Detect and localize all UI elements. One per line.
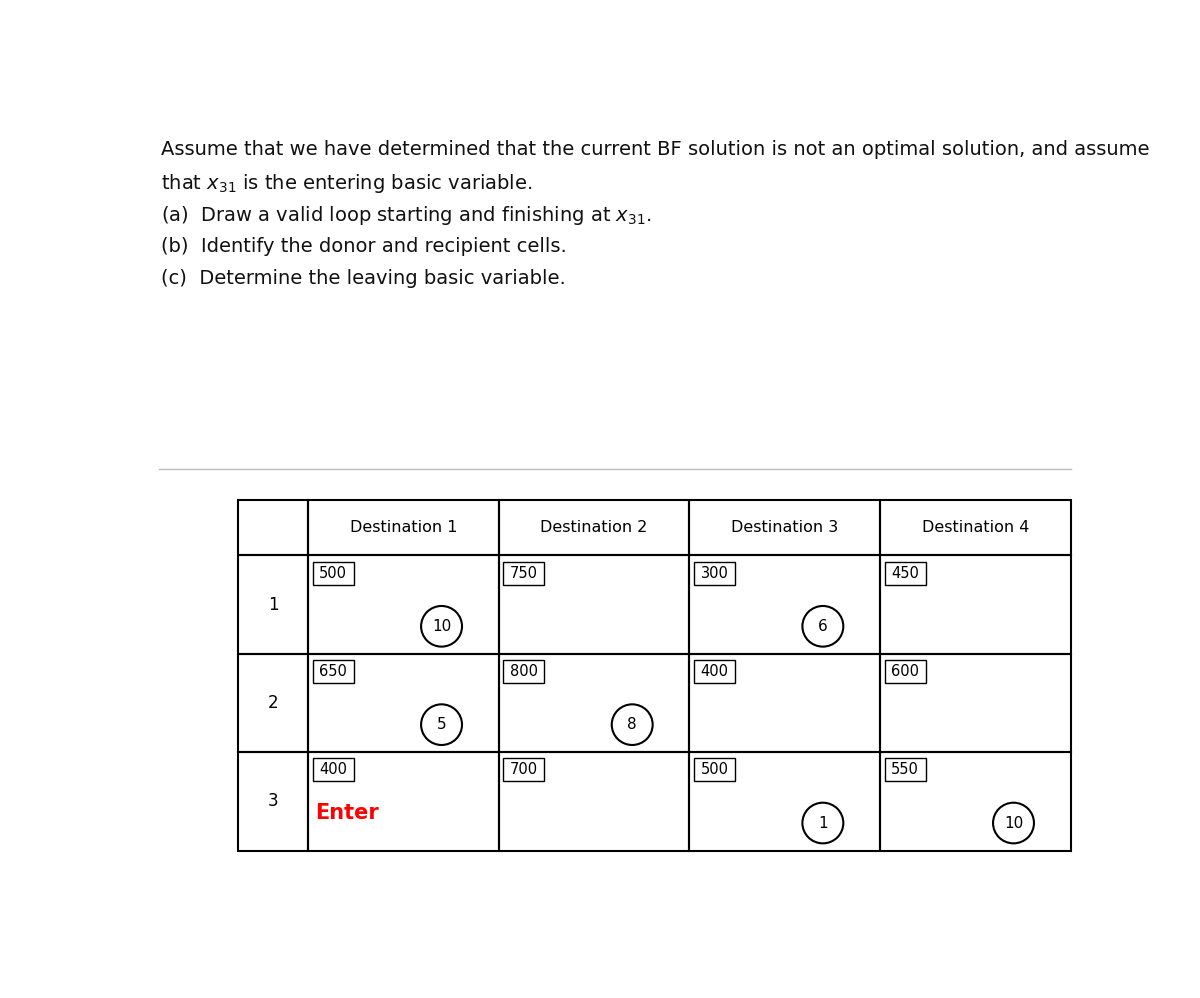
Text: 2: 2 xyxy=(268,694,278,712)
Text: (c)  Determine the leaving basic variable.: (c) Determine the leaving basic variable… xyxy=(161,268,566,287)
Text: Assume that we have determined that the current BF solution is not an optimal so: Assume that we have determined that the … xyxy=(161,140,1150,159)
Bar xyxy=(504,660,545,683)
Text: (b)  Identify the donor and recipient cells.: (b) Identify the donor and recipient cel… xyxy=(161,237,566,255)
Bar xyxy=(880,654,1070,752)
Text: 1: 1 xyxy=(818,815,828,830)
Text: 400: 400 xyxy=(701,664,728,679)
Bar xyxy=(884,562,925,585)
Bar xyxy=(880,500,1070,556)
Text: 10: 10 xyxy=(432,619,451,634)
Bar xyxy=(239,752,308,850)
Bar xyxy=(313,562,354,585)
Text: 500: 500 xyxy=(319,566,347,581)
Text: Destination 4: Destination 4 xyxy=(922,520,1030,535)
Text: 1: 1 xyxy=(268,596,278,614)
Text: 450: 450 xyxy=(892,566,919,581)
Bar xyxy=(239,500,308,556)
Bar xyxy=(694,758,734,781)
Bar xyxy=(504,562,545,585)
Bar xyxy=(499,654,689,752)
Text: 8: 8 xyxy=(628,718,637,733)
Bar xyxy=(499,556,689,654)
Bar xyxy=(499,752,689,850)
Bar xyxy=(884,660,925,683)
Bar xyxy=(689,654,880,752)
Text: (a)  Draw a valid loop starting and finishing at $x_{31}$.: (a) Draw a valid loop starting and finis… xyxy=(161,205,652,228)
Text: 500: 500 xyxy=(701,762,728,777)
Text: 10: 10 xyxy=(1004,815,1024,830)
Bar xyxy=(884,758,925,781)
Text: 600: 600 xyxy=(892,664,919,679)
Bar xyxy=(694,562,734,585)
Text: 650: 650 xyxy=(319,664,347,679)
Text: 5: 5 xyxy=(437,718,446,733)
Bar xyxy=(308,654,499,752)
Bar xyxy=(880,752,1070,850)
Bar xyxy=(504,758,545,781)
Text: 750: 750 xyxy=(510,566,538,581)
Text: 700: 700 xyxy=(510,762,538,777)
Text: 550: 550 xyxy=(892,762,919,777)
Bar xyxy=(308,556,499,654)
Bar xyxy=(689,752,880,850)
Bar xyxy=(689,556,880,654)
Text: 300: 300 xyxy=(701,566,728,581)
Text: Enter: Enter xyxy=(316,803,379,823)
Text: 400: 400 xyxy=(319,762,347,777)
Bar xyxy=(499,500,689,556)
Bar xyxy=(308,752,499,850)
Text: Destination 1: Destination 1 xyxy=(349,520,457,535)
Bar xyxy=(313,660,354,683)
Text: 3: 3 xyxy=(268,792,278,810)
Text: 6: 6 xyxy=(818,619,828,634)
Text: 800: 800 xyxy=(510,664,538,679)
Bar xyxy=(239,556,308,654)
Text: that $x_{31}$ is the entering basic variable.: that $x_{31}$ is the entering basic vari… xyxy=(161,172,533,195)
Bar xyxy=(694,660,734,683)
Text: Destination 2: Destination 2 xyxy=(540,520,648,535)
Text: Destination 3: Destination 3 xyxy=(731,520,839,535)
Bar xyxy=(689,500,880,556)
Bar xyxy=(239,654,308,752)
Bar xyxy=(313,758,354,781)
Bar xyxy=(880,556,1070,654)
Bar xyxy=(308,500,499,556)
